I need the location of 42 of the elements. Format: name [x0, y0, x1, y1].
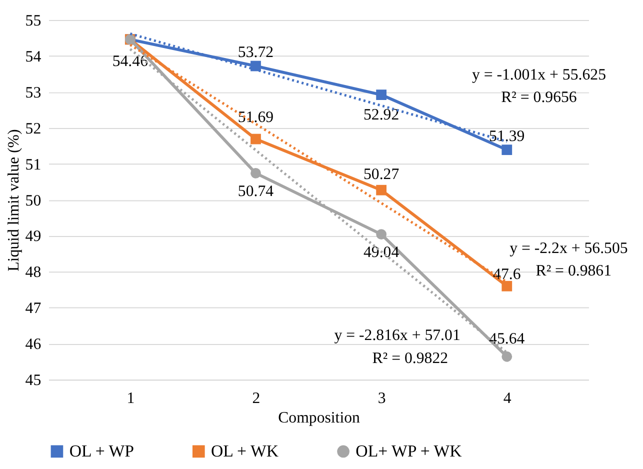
point	[502, 280, 512, 292]
y-tick-label: 49	[25, 228, 42, 246]
data-label: 50.27	[363, 166, 400, 184]
point	[250, 168, 261, 178]
y-tick-label: 46	[25, 336, 42, 354]
y-axis-title: Liquid limit value (%)	[5, 129, 22, 272]
data-label: 50.74	[238, 182, 274, 200]
point	[376, 90, 387, 100]
point	[250, 134, 261, 144]
y-tick-label: 51	[25, 156, 42, 174]
x-tick-label: 2	[252, 390, 260, 407]
x-axis-title: Composition	[278, 410, 360, 427]
annotation: y = -1.001x + 55.625	[472, 66, 606, 84]
y-tick-label: 48	[25, 264, 42, 282]
annotation: R² = 0.9822	[372, 350, 448, 367]
data-label: 52.92	[363, 106, 400, 124]
y-tick-label: 45	[25, 372, 42, 390]
data-label: 45.64	[489, 330, 525, 348]
x-tick-label: 1	[126, 390, 135, 407]
point	[376, 184, 387, 196]
legend-label: OL + WP	[69, 441, 134, 460]
data-label: 51.39	[489, 128, 525, 145]
annotation: y = -2.2x + 56.505	[510, 240, 628, 257]
y-tick-label: 52	[25, 120, 42, 138]
x-tick-label: 4	[503, 390, 512, 407]
x-tick-label: 3	[378, 390, 386, 407]
y-tick-label: 54	[25, 48, 42, 66]
y-tick-label: 47	[25, 300, 42, 318]
annotation: R² = 0.9861	[536, 262, 612, 280]
legend-label: OL + WK	[211, 441, 278, 460]
legend-label: OL+ WP + WK	[356, 441, 462, 460]
data-label: 53.72	[238, 44, 274, 62]
data-label: 47.6	[493, 266, 521, 284]
y-tick-label: 55	[25, 12, 42, 30]
y-tick-label: 53	[25, 84, 42, 102]
point	[502, 351, 512, 362]
point	[502, 144, 512, 156]
annotation: y = -2.816x + 57.01	[334, 327, 460, 344]
annotation: R² = 0.9656	[501, 89, 577, 106]
point	[376, 229, 387, 240]
data-label: 49.04	[363, 244, 400, 262]
y-tick-label: 50	[25, 192, 42, 210]
